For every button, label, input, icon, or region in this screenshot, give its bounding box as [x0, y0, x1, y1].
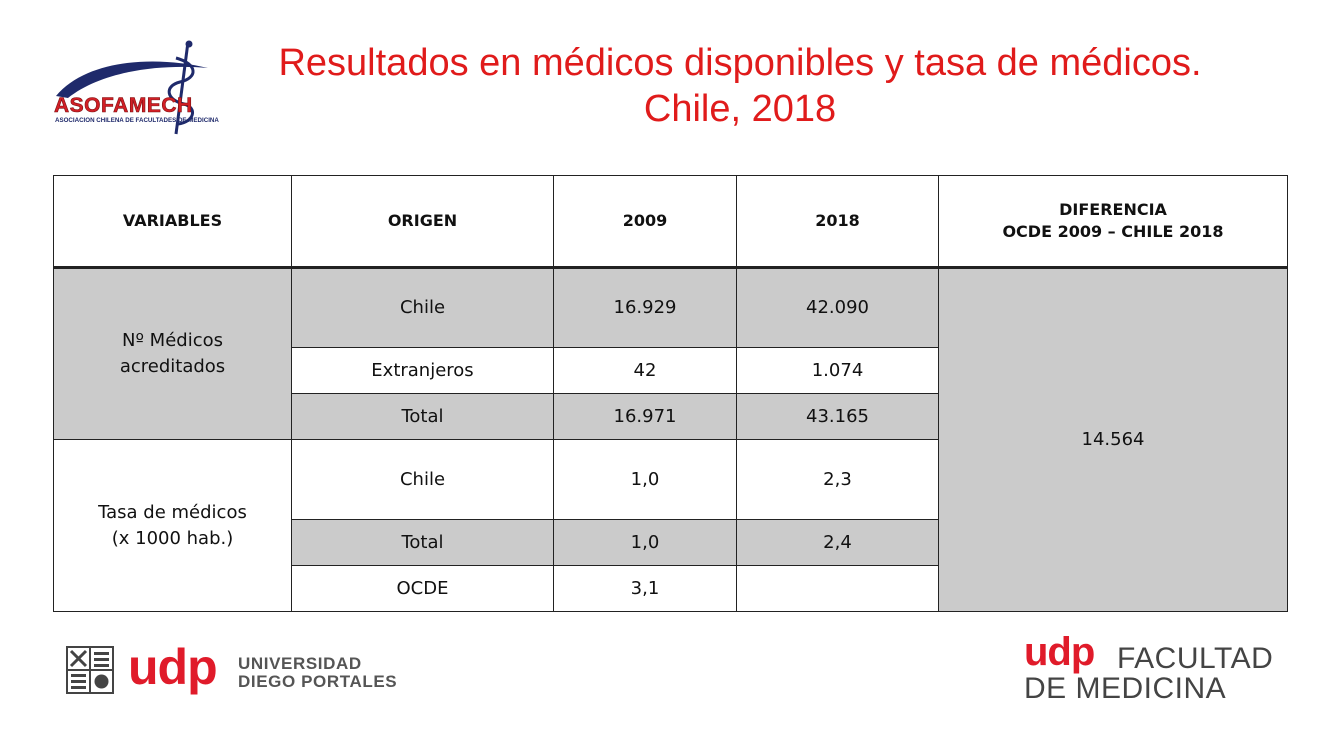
title-line-2: Chile, 2018: [643, 88, 837, 130]
cell-2018: [736, 565, 939, 612]
udp-mark: udp: [128, 639, 218, 695]
cell-2009: 1,0: [553, 519, 737, 566]
asofamech-name: ASOFAMECH: [54, 94, 193, 118]
header-origen: ORIGEN: [291, 175, 554, 269]
cell-2018: 42.090: [736, 267, 939, 348]
title-line-1: Resultados en médicos disponibles y tasa…: [278, 42, 1202, 84]
cell-2018: 1.074: [736, 347, 939, 394]
table-row: Total 1,0 2,4: [54, 519, 1288, 566]
results-table: VARIABLES ORIGEN 2009 2018 DIFERENCIA OC…: [53, 175, 1288, 612]
header-diferencia: DIFERENCIA OCDE 2009 – CHILE 2018: [938, 175, 1288, 269]
cell-2009: 16.971: [553, 393, 737, 440]
udp-name-line-1: UNIVERSIDAD: [238, 654, 362, 673]
cell-origen: Extranjeros: [291, 347, 554, 394]
cell-origen: Chile: [291, 267, 554, 348]
header-2009: 2009: [553, 175, 737, 269]
cell-origen: Total: [291, 393, 554, 440]
table-row: OCDE 3,1: [54, 565, 1288, 612]
facultad-medicina-logo: udp FACULTAD DE MEDICINA: [1024, 630, 1284, 706]
header-diferencia-line-1: DIFERENCIA: [1059, 200, 1167, 219]
udp-logo: udp UNIVERSIDAD DIEGO PORTALES: [66, 639, 406, 698]
table-header-row: VARIABLES ORIGEN 2009 2018 DIFERENCIA OC…: [53, 175, 1288, 269]
table-row: Extranjeros 42 1.074: [54, 347, 1288, 394]
asofamech-logo: ASOFAMECH ASOCIACION CHILENA DE FACULTAD…: [48, 38, 228, 138]
cell-2018: 2,4: [736, 519, 939, 566]
cell-2009: 1,0: [553, 439, 737, 520]
group-label-line-1: Nº Médicos: [122, 330, 223, 351]
page-title: Resultados en médicos disponibles y tasa…: [150, 40, 1323, 132]
header-variables: VARIABLES: [53, 175, 292, 269]
cell-2009: 3,1: [553, 565, 737, 612]
cell-diferencia: 14.564: [938, 267, 1288, 612]
asofamech-subtitle: ASOCIACION CHILENA DE FACULTADES DE MEDI…: [55, 117, 219, 124]
group-label-medicos: Nº Médicos acreditados: [53, 267, 292, 440]
medicina-label: DE MEDICINA: [1024, 672, 1227, 705]
cell-2018: 43.165: [736, 393, 939, 440]
group-label-tasa: Tasa de médicos (x 1000 hab.): [53, 439, 292, 612]
cell-origen: OCDE: [291, 565, 554, 612]
crest-icon: [66, 646, 114, 694]
udp-medicina-mark: udp: [1024, 630, 1095, 674]
group-label-line-2: (x 1000 hab.): [111, 527, 234, 549]
cell-origen: Chile: [291, 439, 554, 520]
cell-2009: 42: [553, 347, 737, 394]
header-2018: 2018: [736, 175, 939, 269]
cell-2018: 2,3: [736, 439, 939, 520]
udp-name: UNIVERSIDAD DIEGO PORTALES: [238, 655, 397, 691]
group-label-line-1: Tasa de médicos: [98, 501, 247, 523]
table-row: Nº Médicos acreditados Chile 16.929 42.0…: [53, 267, 1288, 612]
cell-2009: 16.929: [553, 267, 737, 348]
table-row: Tasa de médicos (x 1000 hab.) Chile 1,0 …: [53, 439, 1288, 612]
cell-origen: Total: [291, 519, 554, 566]
udp-name-line-2: DIEGO PORTALES: [238, 672, 398, 691]
header-diferencia-line-2: OCDE 2009 – CHILE 2018: [1002, 222, 1224, 241]
facultad-label: FACULTAD: [1117, 642, 1274, 675]
group-label-line-2: acreditados: [119, 356, 226, 377]
caduceus-swoosh-icon: [56, 40, 208, 135]
